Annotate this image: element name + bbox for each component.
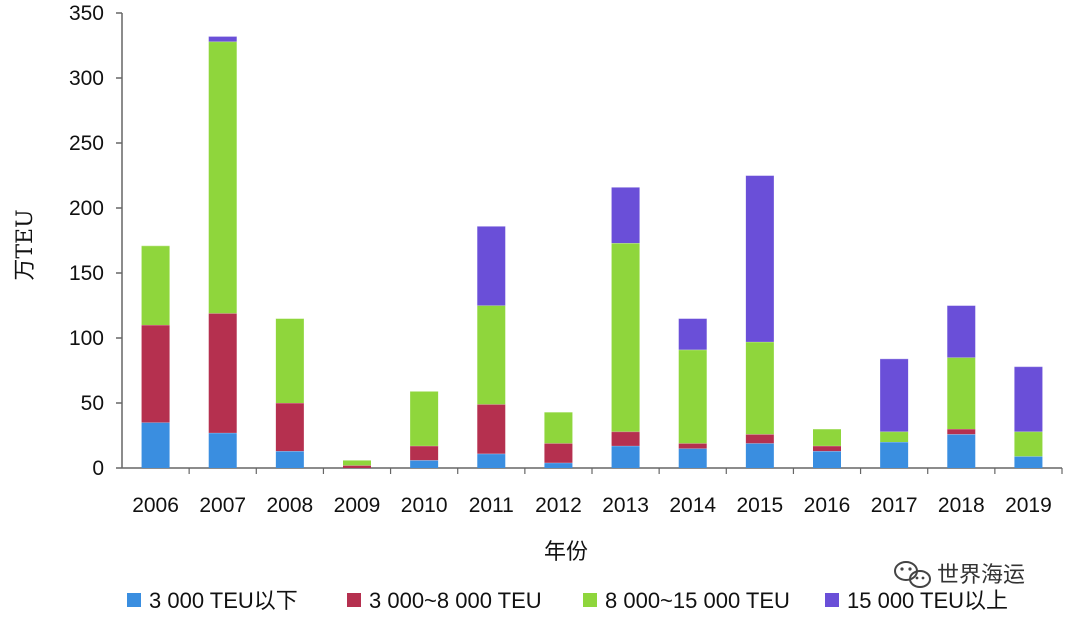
legend-swatch-series-2 <box>347 593 361 607</box>
bar-segment-2016-series-1 <box>813 451 841 468</box>
bar-segment-2018-series-4 <box>947 305 976 358</box>
bar-segment-2009-series-3 <box>343 460 371 466</box>
y-tick-label: 100 <box>69 327 104 350</box>
legend-swatch-series-4 <box>825 593 839 607</box>
bar-segment-2009-series-2 <box>343 465 371 468</box>
bar-segment-2017-series-1 <box>880 442 909 468</box>
y-tick-label: 0 <box>92 457 104 480</box>
bar-segment-2014-series-1 <box>678 448 707 468</box>
bar-segment-2010-series-1 <box>410 460 439 468</box>
bar-segment-2018-series-1 <box>947 434 976 468</box>
bar-segment-2011-series-3 <box>477 305 506 405</box>
y-tick-label: 300 <box>69 67 104 90</box>
bar-segment-2012-series-3 <box>544 412 573 444</box>
bar-segment-2007-series-4 <box>208 36 237 42</box>
bar-segment-2019-series-3 <box>1014 431 1043 457</box>
bar-segment-2014-series-3 <box>678 349 707 444</box>
bar-segment-2008-series-2 <box>275 403 304 452</box>
x-tick-label: 2011 <box>469 494 514 517</box>
bar-segment-2016-series-2 <box>813 445 841 452</box>
y-tick-label: 150 <box>69 262 104 285</box>
y-tick-label: 250 <box>69 132 104 155</box>
watermark-text: 世界海运 <box>937 562 1025 587</box>
x-tick-label: 2010 <box>401 494 448 517</box>
bar-segment-2013-series-2 <box>611 431 640 446</box>
bar-segment-2012-series-1 <box>544 462 573 468</box>
wechat-icon <box>894 561 931 588</box>
bar-segment-2010-series-3 <box>410 391 439 446</box>
bar-segment-2007-series-3 <box>208 41 237 314</box>
bar-segment-2008-series-1 <box>275 451 304 468</box>
bar-segment-2019-series-4 <box>1014 366 1043 432</box>
bar-segment-2019-series-1 <box>1014 456 1043 468</box>
bar-segment-2018-series-2 <box>947 429 976 435</box>
y-axis-label: 万TEU <box>13 209 38 280</box>
bar-segment-2015-series-1 <box>745 443 774 468</box>
x-tick-label: 2009 <box>334 494 381 517</box>
x-tick-label: 2012 <box>535 494 582 517</box>
bar-segment-2006-series-2 <box>141 325 170 423</box>
bar-segment-2007-series-1 <box>208 432 237 468</box>
bar-segment-2006-series-1 <box>141 422 170 468</box>
x-tick-label: 2015 <box>736 494 783 517</box>
bar-segment-2018-series-3 <box>947 357 976 429</box>
x-tick-label: 2016 <box>804 494 851 517</box>
bar-segment-2012-series-2 <box>544 443 573 463</box>
bar-segment-2016-series-3 <box>813 429 841 446</box>
legend-label-series-3: 8 000~15 000 TEU <box>605 588 790 613</box>
bar-segment-2011-series-2 <box>477 404 506 454</box>
y-tick-label: 50 <box>81 392 104 415</box>
y-tick-label: 200 <box>69 197 104 220</box>
legend-label-series-4: 15 000 TEU以上 <box>847 588 1008 613</box>
bar-segment-2013-series-4 <box>611 187 640 244</box>
x-tick-label: 2013 <box>602 494 649 517</box>
x-tick-label: 2019 <box>1005 494 1052 517</box>
bar-segment-2013-series-3 <box>611 243 640 432</box>
x-tick-label: 2008 <box>266 494 313 517</box>
y-tick-label: 350 <box>69 2 104 25</box>
bar-segment-2007-series-2 <box>208 313 237 433</box>
legend-label-series-2: 3 000~8 000 TEU <box>369 588 542 613</box>
bar-segment-2017-series-3 <box>880 431 909 442</box>
legend-swatch-series-3 <box>583 593 597 607</box>
bar-segment-2015-series-2 <box>745 434 774 444</box>
bar-segment-2011-series-1 <box>477 453 506 468</box>
legend-swatch-series-1 <box>127 593 141 607</box>
x-tick-label: 2014 <box>669 494 716 517</box>
legend-label-series-1: 3 000 TEU以下 <box>149 588 298 613</box>
watermark: 世界海运 <box>894 561 1025 588</box>
bar-segment-2014-series-2 <box>678 443 707 449</box>
bar-segment-2015-series-4 <box>745 175 774 342</box>
bars <box>141 35 1043 468</box>
bar-segment-2011-series-4 <box>477 226 506 306</box>
bar-segment-2013-series-1 <box>611 445 640 468</box>
x-axis-label: 年份 <box>544 539 588 564</box>
x-tick-label: 2017 <box>871 494 918 517</box>
bar-segment-2010-series-2 <box>410 445 439 461</box>
bar-segment-2015-series-3 <box>745 341 774 435</box>
legend: 3 000 TEU以下 3 000~8 000 TEU 8 000~15 000 T… <box>127 588 1008 613</box>
x-tick-label: 2007 <box>199 494 246 517</box>
axes: 0 50 100 150 200 250 300 350 2006 2007 2008 2009 201… <box>69 2 1063 517</box>
bar-segment-2006-series-3 <box>141 245 170 325</box>
x-tick-label: 2006 <box>132 494 179 517</box>
bar-segment-2008-series-3 <box>275 318 304 403</box>
bar-segment-2017-series-4 <box>880 358 909 432</box>
x-tick-label: 2018 <box>938 494 985 517</box>
bar-segment-2014-series-4 <box>678 318 707 350</box>
